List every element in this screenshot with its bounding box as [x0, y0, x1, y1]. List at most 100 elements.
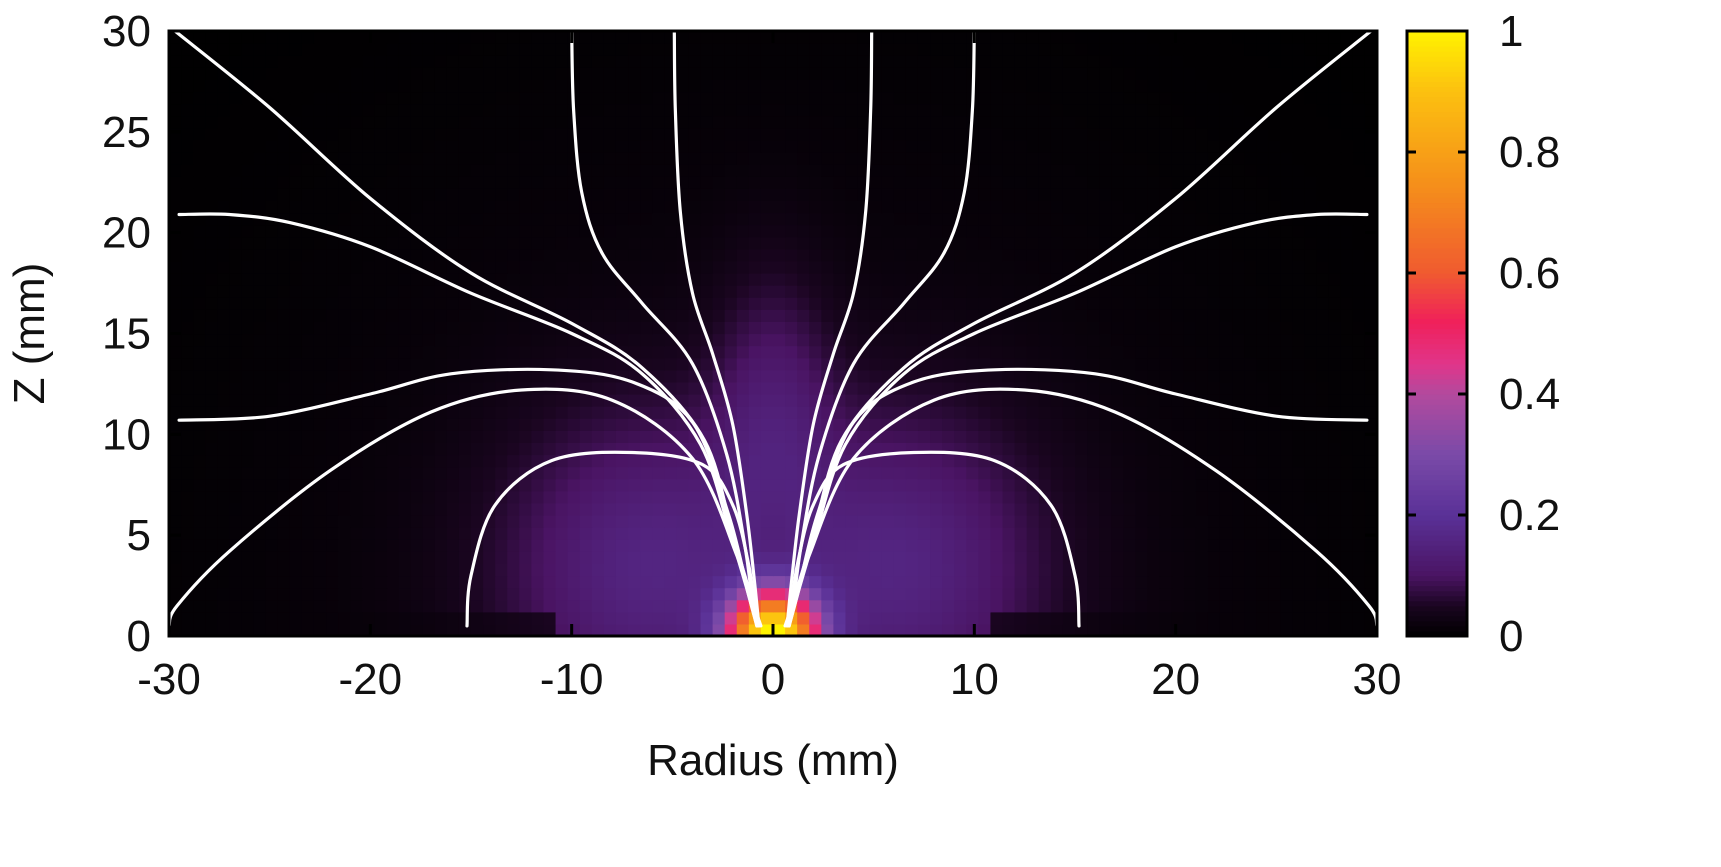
heatmap-cell	[253, 260, 267, 274]
heatmap-cell	[1026, 31, 1040, 44]
heatmap-cell	[1183, 539, 1197, 552]
heatmap-cell	[483, 357, 496, 371]
heatmap-cell	[676, 527, 690, 540]
heatmap-cell	[1364, 91, 1378, 105]
heatmap-cell	[845, 248, 859, 262]
heatmap-cell	[410, 333, 424, 347]
heatmap-cell	[845, 394, 859, 407]
heatmap-cell	[1207, 200, 1221, 214]
heatmap-cell	[338, 381, 351, 395]
heatmap-cell	[1280, 357, 1294, 371]
heatmap-cell	[531, 406, 545, 419]
heatmap-cell	[386, 188, 400, 201]
heatmap-cell	[942, 260, 955, 274]
heatmap-cell	[1304, 176, 1318, 189]
heatmap-cell	[821, 321, 834, 335]
heatmap-cell	[1147, 164, 1161, 177]
heatmap-cell	[326, 587, 339, 601]
heatmap-cell	[688, 381, 702, 395]
heatmap-cell	[591, 587, 605, 601]
heatmap-cell	[760, 357, 774, 371]
heatmap-cell	[1026, 273, 1040, 286]
heatmap-cell	[1062, 430, 1076, 443]
heatmap-cell	[193, 515, 206, 528]
heatmap-cell	[579, 357, 593, 371]
heatmap-cell	[507, 297, 520, 310]
heatmap-cell	[338, 188, 351, 201]
heatmap-cell	[1147, 502, 1161, 516]
heatmap-cell	[1292, 406, 1306, 419]
heatmap-cell	[1219, 406, 1233, 419]
heatmap-cell	[241, 248, 255, 262]
heatmap-cell	[1002, 115, 1016, 129]
heatmap-cell	[930, 273, 943, 286]
heatmap-cell	[881, 599, 895, 613]
heatmap-cell	[350, 418, 363, 431]
heatmap-cell	[386, 466, 400, 480]
heatmap-cell	[434, 139, 448, 153]
heatmap-cell	[277, 551, 291, 564]
heatmap-cell	[845, 103, 859, 117]
heatmap-cell	[253, 285, 267, 298]
heatmap-cell	[1050, 381, 1064, 395]
heatmap-cell	[1075, 418, 1088, 431]
heatmap-cell	[193, 200, 206, 214]
heatmap-cell	[1147, 236, 1161, 250]
heatmap-cell	[881, 152, 895, 165]
heatmap-cell	[712, 127, 726, 141]
heatmap-cell	[398, 152, 412, 165]
heatmap-cell	[688, 164, 702, 177]
heatmap-cell	[773, 599, 786, 613]
heatmap-cell	[458, 527, 472, 540]
heatmap-cell	[954, 418, 967, 431]
heatmap-cell	[1171, 55, 1185, 68]
heatmap-cell	[1075, 236, 1088, 250]
heatmap-cell	[241, 55, 255, 68]
heatmap-cell	[893, 79, 907, 93]
heatmap-cell	[773, 515, 786, 528]
heatmap-cell	[1268, 490, 1281, 504]
heatmap-cell	[1304, 357, 1318, 371]
heatmap-cell	[1219, 527, 1233, 540]
heatmap-cell	[1026, 466, 1040, 480]
heatmap-cell	[1087, 200, 1100, 214]
heatmap-cell	[893, 466, 907, 480]
heatmap-cell	[833, 115, 847, 129]
heatmap-cell	[241, 454, 255, 468]
heatmap-cell	[1014, 418, 1028, 431]
heatmap-cell	[652, 115, 665, 129]
heatmap-cell	[362, 394, 375, 407]
heatmap-cell	[869, 236, 883, 250]
heatmap-cell	[181, 188, 194, 201]
heatmap-cell	[1292, 623, 1306, 637]
heatmap-cell	[374, 369, 388, 383]
heatmap-cell	[338, 115, 351, 129]
heatmap-cell	[422, 139, 436, 153]
heatmap-cell	[1244, 188, 1257, 201]
heatmap-cell	[700, 539, 714, 552]
heatmap-cell	[1195, 31, 1209, 44]
heatmap-cell	[1219, 442, 1233, 456]
heatmap-cell	[1352, 127, 1366, 141]
heatmap-cell	[1280, 55, 1294, 68]
heatmap-cell	[1026, 454, 1040, 468]
heatmap-cell	[942, 430, 955, 443]
heatmap-cell	[1075, 527, 1088, 540]
heatmap-cell	[1159, 478, 1173, 492]
heatmap-cell	[1123, 43, 1136, 56]
heatmap-cell	[760, 309, 774, 322]
heatmap-cell	[821, 236, 834, 250]
heatmap-cell	[386, 55, 400, 68]
heatmap-cell	[181, 55, 194, 68]
heatmap-cell	[688, 139, 702, 153]
heatmap-cell	[543, 297, 557, 310]
heatmap-cell	[217, 139, 230, 153]
heatmap-cell	[1087, 115, 1100, 129]
heatmap-cell	[1135, 527, 1149, 540]
heatmap-cell	[543, 394, 557, 407]
heatmap-cell	[471, 236, 484, 250]
heatmap-cell	[1292, 539, 1306, 552]
heatmap-cell	[374, 152, 388, 165]
heatmap-cell	[1219, 454, 1233, 468]
heatmap-cell	[567, 430, 581, 443]
